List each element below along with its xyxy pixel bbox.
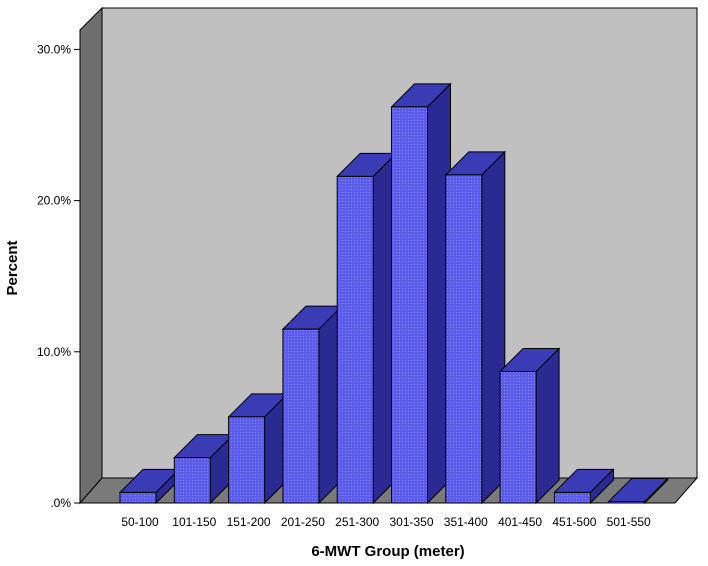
y-axis: .0% 10.0% 20.0% 30.0%	[37, 42, 80, 510]
bar-351-400	[444, 150, 507, 505]
bar-301-350	[390, 82, 452, 505]
x-tick-label: 451-500	[552, 515, 596, 529]
bar-251-300	[335, 152, 398, 505]
bars	[118, 82, 669, 505]
bar-front	[391, 106, 428, 504]
bar-front	[173, 457, 211, 504]
bar-front	[445, 174, 483, 504]
x-tick-label: 351-400	[444, 515, 488, 529]
bar-side	[535, 347, 560, 505]
y-tick-label: .0%	[50, 496, 71, 510]
x-axis: 50-100 101-150 151-200 201-250 251-300 301-35…	[121, 515, 651, 529]
bar-451-500	[553, 468, 615, 505]
left-side-wall	[79, 6, 103, 505]
x-tick-label: 50-100	[121, 515, 159, 529]
bar-front	[608, 500, 646, 504]
bar-201-250	[281, 304, 344, 505]
bar-151-200	[227, 392, 289, 505]
bar-501-550	[607, 477, 669, 505]
y-axis-title: Percent	[4, 240, 21, 295]
bar-front	[119, 491, 157, 504]
x-tick-label: 401-450	[498, 515, 542, 529]
x-tick-label: 251-300	[335, 515, 379, 529]
x-tick-label: 151-200	[227, 515, 271, 529]
bar-front	[553, 491, 591, 504]
y-tick-label: 20.0%	[37, 194, 71, 208]
bar-front	[336, 175, 374, 504]
y-tick-label: 30.0%	[37, 42, 71, 56]
bar-front	[499, 370, 537, 504]
bar-front	[228, 416, 266, 504]
bar-50-100	[118, 468, 181, 505]
bar-401-450	[498, 347, 561, 505]
bar-front	[282, 328, 320, 504]
y-tick-label: 10.0%	[37, 345, 71, 359]
x-tick-label: 301-350	[389, 515, 433, 529]
x-axis-title: 6-MWT Group (meter)	[311, 543, 464, 560]
x-tick-label: 201-250	[281, 515, 325, 529]
x-tick-label: 101-150	[172, 515, 216, 529]
x-tick-label: 501-550	[607, 515, 651, 529]
